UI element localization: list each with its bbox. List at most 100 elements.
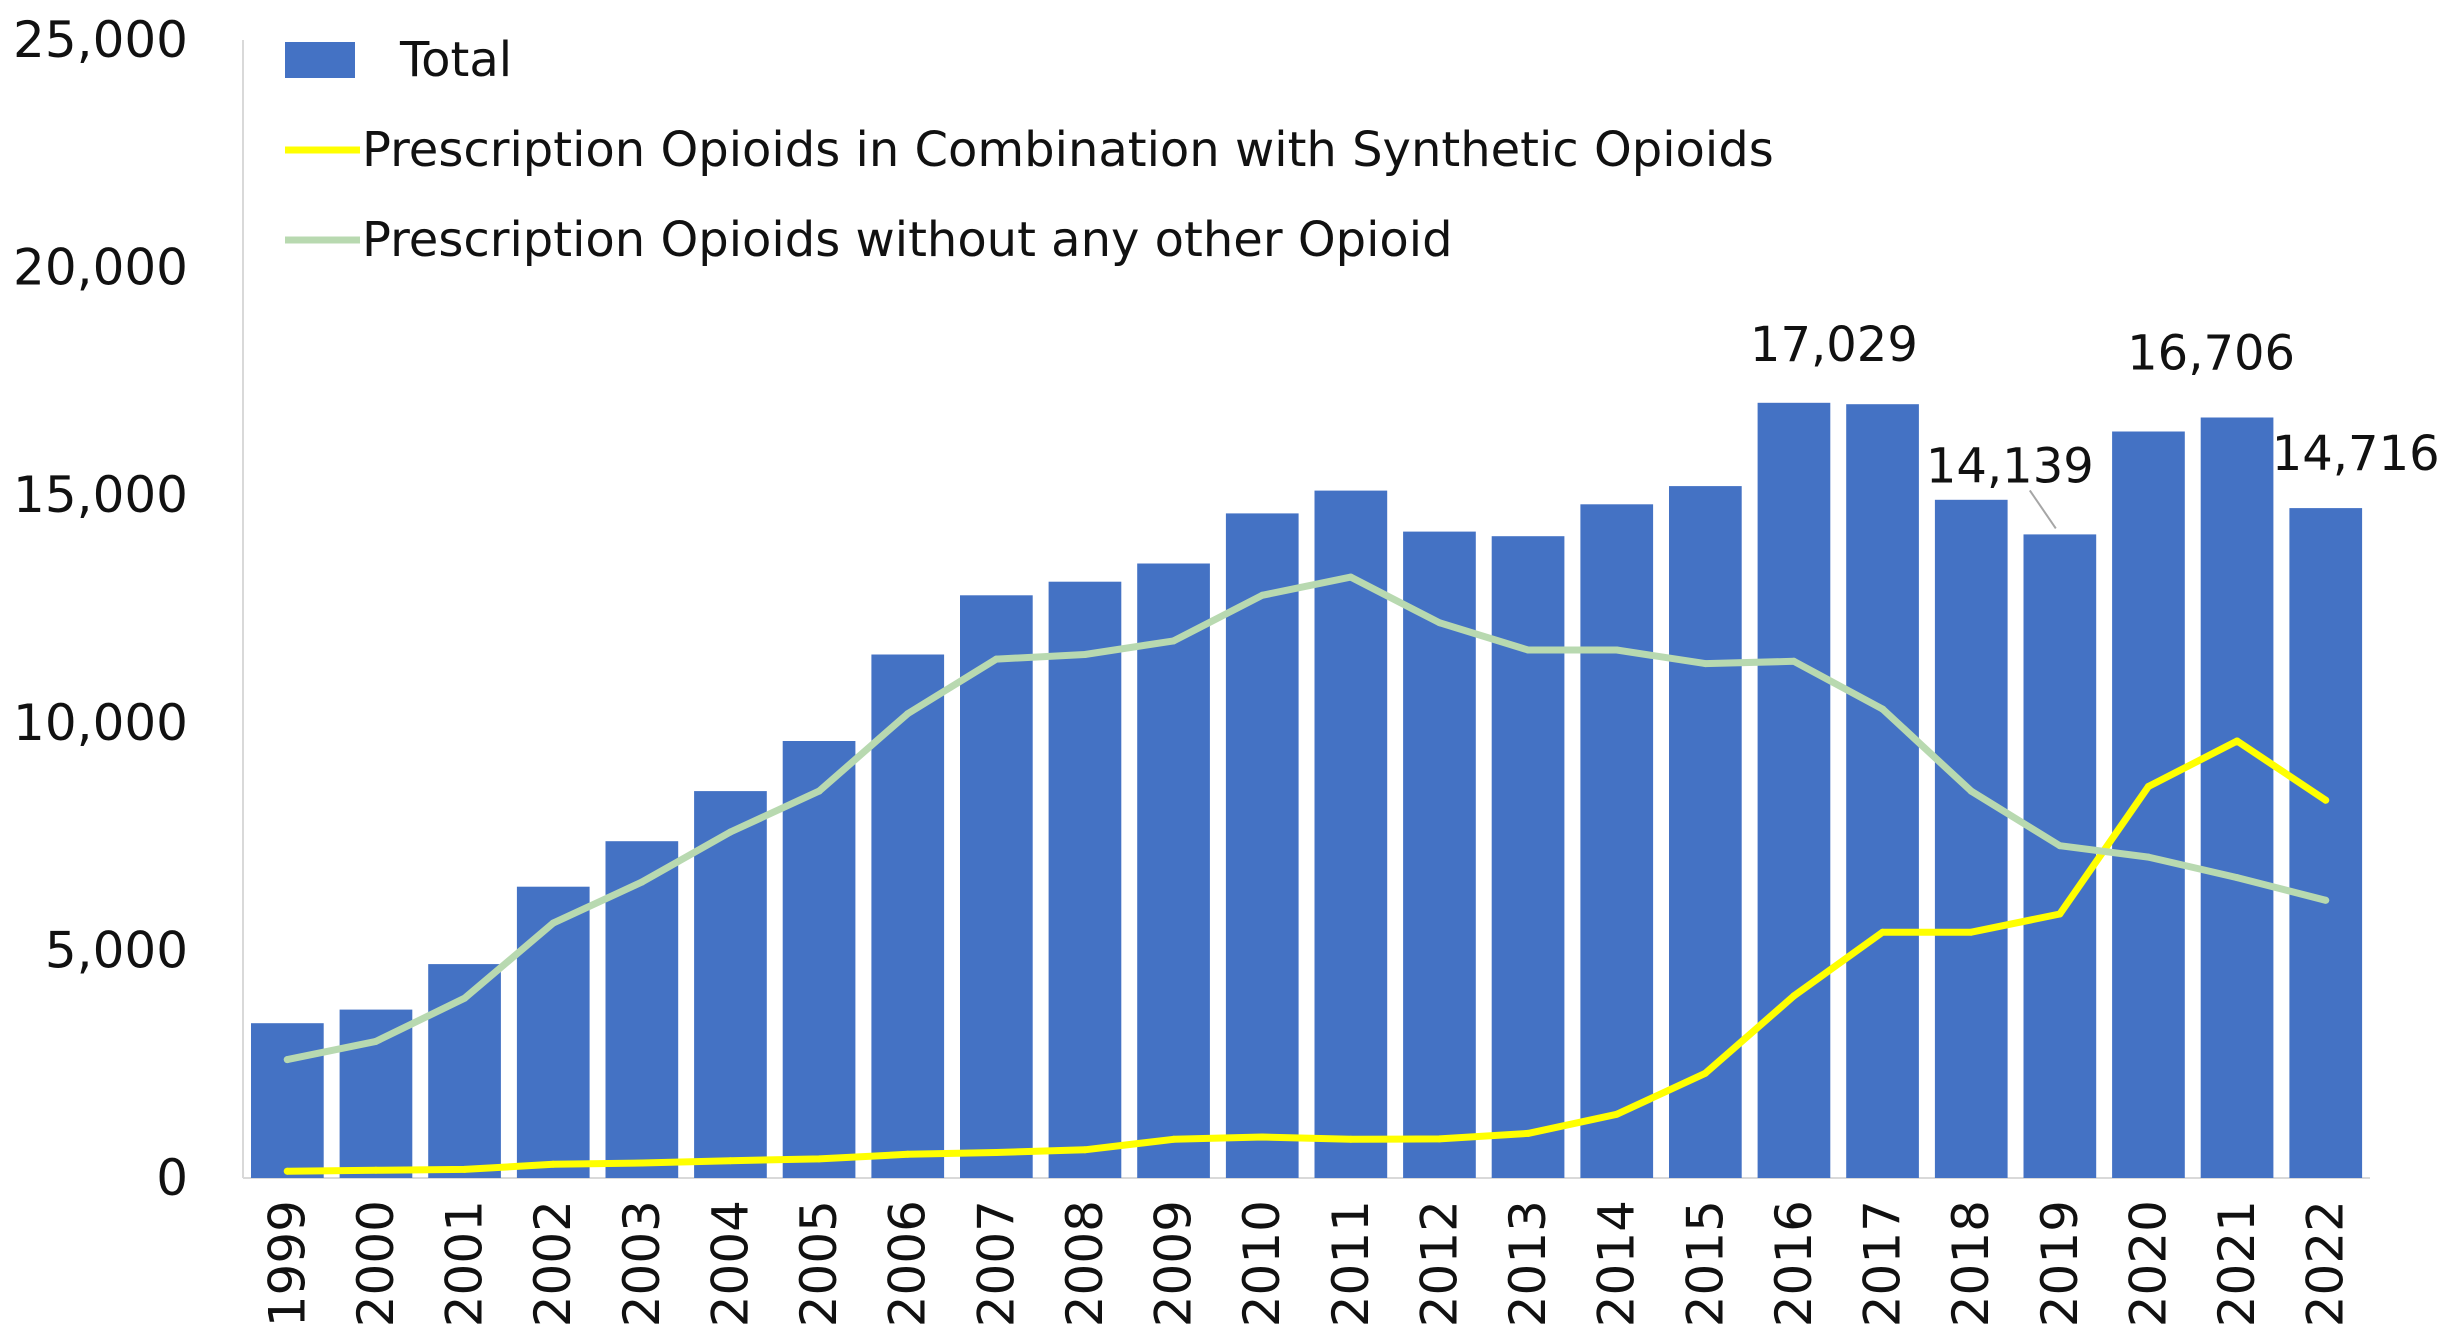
bar-2003 [605,841,679,1178]
bar-2000 [339,1009,413,1178]
x-tick-label: 2005 [790,1200,848,1327]
bar-2015 [1669,486,1742,1179]
line-2-point-2007 [992,655,1000,663]
x-axis-ticks: 1999 2000 2001 2002 2003 2004 2005 2006 2007 2008… [258,1200,2354,1327]
legend-label: Prescription Opioids in Combination with… [362,122,1774,178]
line-series-2 [283,573,2330,1064]
line-2-point-2006 [904,710,912,718]
y-tick-label: 25,000 [13,11,188,69]
line-2-point-2005 [815,787,823,795]
line-1-point-2004 [726,1157,734,1165]
x-tick-label: 2004 [701,1200,759,1327]
x-tick-label: 2012 [1410,1200,1468,1327]
line-series [283,573,2330,1175]
x-tick-label: 2006 [879,1200,937,1327]
line-1-point-2001 [461,1165,469,1173]
data-label-2019: 14,139 [1926,438,2094,494]
line-1-point-2006 [904,1150,912,1158]
x-tick-label: 2010 [1233,1200,1291,1327]
line-1-point-2000 [372,1166,380,1174]
line-1-point-2022 [2322,796,2330,804]
bar-2022 [2289,508,2363,1179]
line-2-point-2003 [638,878,646,886]
bar-2005 [782,741,856,1178]
bar-2010 [1225,513,1299,1178]
bar-2004 [694,791,767,1178]
line-1-point-2012 [1435,1135,1443,1143]
legend-label: Prescription Opioids without any other O… [362,212,1453,268]
x-tick-label: 2007 [967,1200,1025,1327]
y-tick-label: 5,000 [45,921,188,979]
x-tick-label: 2019 [2031,1200,2089,1327]
line-1-point-2018 [1967,928,1975,936]
x-tick-label: 2011 [1322,1200,1380,1327]
x-tick-label: 2022 [2297,1200,2355,1327]
bar-2007 [960,595,1033,1178]
line-1-point-2021 [2233,737,2241,745]
y-tick-label: 10,000 [13,694,188,752]
line-2-point-2022 [2322,896,2330,904]
line-1-point-2002 [549,1160,557,1168]
line-2-point-2021 [2233,874,2241,882]
bar-2017 [1846,404,1919,1178]
x-tick-label: 2002 [524,1200,582,1327]
bar-1999 [251,1023,324,1178]
line-2-point-2008 [1081,651,1089,658]
y-tick-label: 0 [156,1149,188,1207]
line-2-point-2010 [1258,591,1266,599]
line-2-point-2001 [461,994,469,1002]
line-1-point-2013 [1524,1129,1532,1137]
line-1-point-2017 [1879,928,1887,936]
line-1-point-2020 [2144,783,2152,790]
bar-2011 [1314,490,1388,1179]
line-2-point-2013 [1524,646,1532,654]
y-tick-label: 15,000 [13,466,188,524]
x-tick-label: 2020 [2119,1200,2177,1327]
bar-series [251,402,2363,1179]
x-tick-label: 2008 [1056,1200,1114,1327]
line-2-point-2004 [726,828,734,836]
line-2-point-2009 [1170,637,1178,645]
line-1-point-2014 [1613,1110,1621,1118]
line-1-point-2010 [1258,1133,1266,1141]
data-labels: 17,029 14,139 16,706 14,716 [1750,317,2440,529]
x-tick-label: 2014 [1588,1200,1646,1327]
bar-2009 [1137,563,1210,1178]
legend-label: Total [399,32,512,88]
data-label-2016: 17,029 [1750,317,1918,373]
line-1-point-2011 [1347,1135,1355,1143]
line-1-point-2007 [992,1149,1000,1156]
bar-2020 [2112,431,2185,1178]
legend: Total Prescription Opioids in Combination… [285,32,1774,268]
line-2-point-2002 [549,919,557,927]
line-1-point-2019 [2056,910,2064,918]
line-2-point-2000 [372,1037,380,1045]
x-tick-label: 2003 [613,1200,671,1327]
bar-2019 [2023,534,2097,1178]
line-1-point-2009 [1170,1135,1178,1143]
bar-2016 [1757,402,1831,1178]
line-2-point-2015 [1701,660,1709,668]
data-label-2022: 14,716 [2272,426,2440,482]
line-2-point-2018 [1967,787,1975,795]
line-2-point-2012 [1435,619,1443,627]
bar-2008 [1048,581,1122,1178]
x-tick-label: 2015 [1676,1200,1734,1327]
line-2-point-2016 [1790,657,1798,665]
line-1-point-1999 [283,1167,291,1175]
x-tick-label: 2018 [1942,1200,2000,1327]
x-tick-label: 2021 [2208,1200,2266,1327]
line-1-point-2008 [1081,1146,1089,1154]
line-1-point-2005 [815,1155,823,1163]
y-axis-ticks: 0 5,000 10,000 15,000 20,000 25,000 [13,11,188,1207]
bar-2021 [2200,417,2274,1178]
bar-2018 [1934,499,2008,1178]
y-tick-label: 20,000 [13,239,188,297]
x-tick-label: 2016 [1765,1200,1823,1327]
bar-2012 [1403,531,1476,1178]
x-tick-label: 2000 [347,1200,405,1327]
line-2-point-2019 [2056,842,2064,850]
line-2-point-2017 [1879,705,1887,713]
